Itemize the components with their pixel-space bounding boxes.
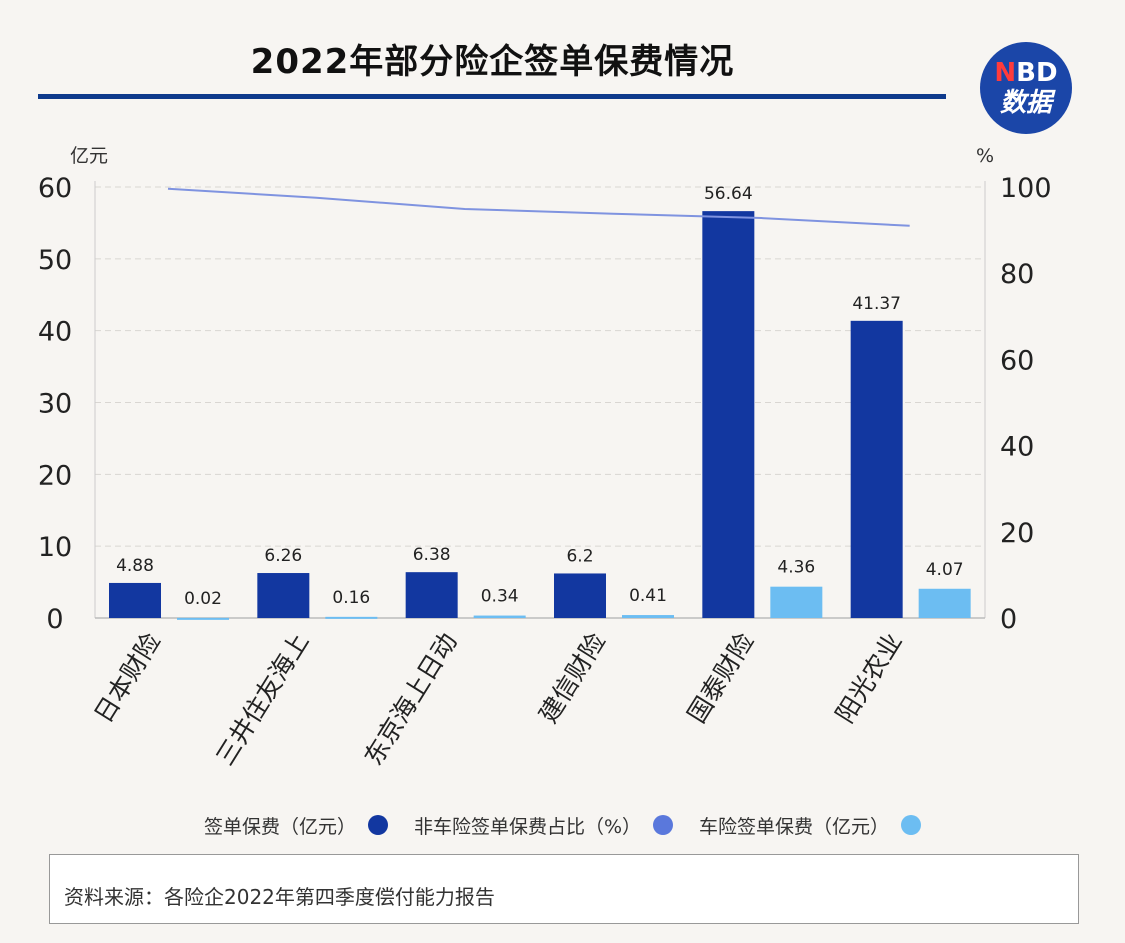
bar-car-premium: [770, 586, 823, 618]
data-label-premium: 6.2: [566, 546, 593, 566]
right-tick-label: 100: [1000, 173, 1052, 204]
legend-dot-noncar-ratio: [653, 815, 674, 835]
bar-car-premium: [622, 615, 674, 618]
bar-car-premium: [325, 616, 378, 619]
left-tick-label: 20: [38, 460, 72, 491]
bar-premium: [257, 573, 310, 618]
legend-item-car-premium: 车险签单保费（亿元）: [699, 812, 922, 839]
left-tick-label: 40: [38, 317, 72, 348]
data-label-premium: 6.26: [264, 546, 302, 566]
category-label: 东京海上日动: [359, 628, 463, 771]
category-label: 三井住友海上: [210, 628, 314, 771]
category-label: 日本财险: [88, 628, 166, 728]
right-axis-unit: %: [976, 145, 994, 167]
right-tick-label: 20: [1000, 518, 1034, 549]
chart-title: 2022年部分险企签单保费情况: [250, 42, 735, 82]
left-axis-unit: 亿元: [70, 145, 108, 167]
left-tick-label: 0: [46, 604, 63, 635]
bar-premium: [109, 582, 161, 618]
source-text: 资料来源：各险企2022年第四季度偿付能力报告: [64, 885, 495, 909]
data-label-premium: 6.38: [413, 545, 451, 565]
line-noncar-ratio: [167, 187, 910, 227]
data-label-car-premium: 0.16: [332, 588, 370, 608]
left-tick-label: 50: [38, 245, 72, 276]
bar-premium: [850, 320, 903, 618]
legend-label-car-premium: 车险签单保费（亿元）: [699, 815, 890, 838]
right-tick-label: 80: [1000, 259, 1034, 290]
data-label-premium: 41.37: [852, 294, 901, 314]
right-tick-label: 60: [1000, 345, 1034, 376]
category-label: 建信财险: [533, 628, 611, 728]
combo-chart: 亿元 % 0 10 20 30 40 50 60 0 20 40 60 80 100 4.88 0.02 日本财险…: [38, 145, 1052, 771]
legend-dot-car-premium: [901, 815, 922, 835]
legend-item-noncar-ratio: 非车险签单保费占比（%）: [413, 812, 674, 839]
source-box: 资料来源：各险企2022年第四季度偿付能力报告: [49, 854, 1079, 924]
data-label-car-premium: 0.41: [629, 586, 667, 606]
left-tick-label: 10: [38, 532, 72, 563]
left-tick-label: 60: [38, 173, 72, 204]
legend-item-premium: 签单保费（亿元）: [204, 812, 388, 839]
bar-car-premium: [177, 617, 229, 620]
right-tick-label: 0: [1000, 604, 1017, 635]
data-label-car-premium: 4.36: [777, 558, 815, 578]
category-label: 国泰财险: [682, 628, 760, 728]
bar-premium: [405, 572, 458, 618]
data-label-car-premium: 0.02: [184, 589, 222, 609]
data-label-premium: 56.64: [704, 184, 753, 204]
legend-label-noncar-ratio: 非车险签单保费占比（%）: [413, 815, 642, 838]
bar-premium: [554, 573, 606, 618]
title-divider: [38, 94, 946, 99]
data-label-car-premium: 0.34: [481, 587, 519, 607]
legend-label-premium: 签单保费（亿元）: [203, 815, 356, 838]
bar-car-premium: [918, 588, 971, 618]
logo-data-text: 数据: [999, 88, 1052, 118]
bar-car-premium: [473, 615, 526, 618]
right-tick-label: 40: [1000, 432, 1034, 463]
left-tick-label: 30: [38, 389, 72, 420]
data-label-car-premium: 4.07: [926, 560, 964, 580]
logo-letters-bd: BD: [1016, 58, 1058, 88]
nbd-logo: NBD 数据: [980, 42, 1072, 134]
category-label: 阳光农业: [830, 628, 908, 728]
data-label-premium: 4.88: [116, 556, 154, 576]
legend-dot-premium: [367, 815, 388, 835]
bar-premium: [702, 211, 755, 619]
chart-legend: 签单保费（亿元） 非车险签单保费占比（%） 车险签单保费（亿元）: [0, 810, 1125, 840]
logo-letter-n: N: [994, 58, 1017, 88]
